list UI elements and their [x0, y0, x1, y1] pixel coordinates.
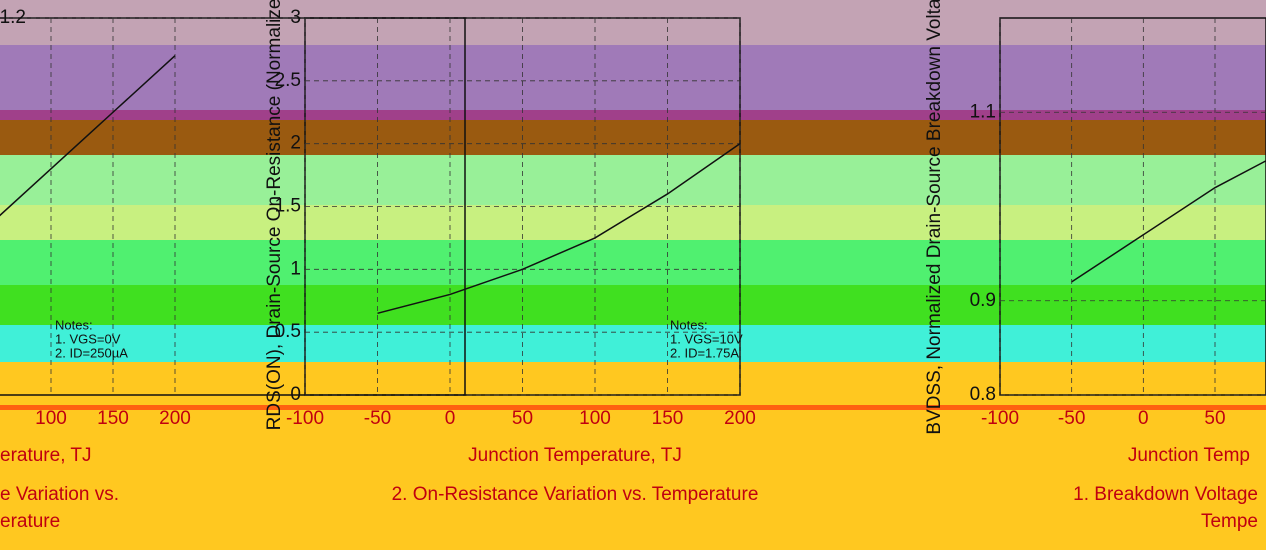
x-tick-label: -50	[1058, 408, 1085, 429]
x-tick-label: -100	[981, 408, 1019, 429]
x-tick-label: 100	[579, 408, 611, 429]
y-axis-label: RDS(ON), Drain-Source On-Resistance (Nor…	[264, 0, 285, 430]
x-tick-label: 200	[724, 408, 756, 429]
chart-title: erature	[0, 511, 60, 532]
x-tick-label: 150	[652, 408, 684, 429]
note: 2. ID=250µA	[55, 345, 128, 360]
y-tick-label: 3	[290, 7, 301, 28]
x-axis-label: erature, TJ	[0, 445, 92, 466]
x-tick-label: 150	[97, 408, 129, 429]
x-axis-label: Junction Temperature, TJ	[468, 445, 682, 466]
screenshot: 1.2100150200erature, TJe Variation vs.er…	[0, 0, 1266, 550]
note: 2. ID=1.75A	[670, 345, 739, 360]
x-tick-label: 200	[159, 408, 191, 429]
x-axis-label: Junction Temp	[1128, 445, 1250, 466]
x-tick-label: -50	[364, 408, 391, 429]
background-bands	[0, 0, 1266, 550]
y-axis-label: BVDSS, Normalized Drain-Source Breakdown…	[924, 0, 945, 435]
note: Notes:	[670, 317, 708, 332]
y-tick-label: 0	[290, 384, 301, 405]
y-tick-label: 1.1	[970, 101, 996, 122]
x-tick-label: 50	[512, 408, 533, 429]
y-tick-label: 1.2	[0, 7, 26, 28]
chart-title: e Variation vs.	[0, 484, 119, 505]
y-tick-label: 1	[290, 258, 301, 279]
chart-title: 1. Breakdown Voltage	[1073, 484, 1258, 505]
note: Notes:	[55, 317, 93, 332]
chart-title: Tempe	[1201, 511, 1258, 532]
y-tick-label: 0.8	[970, 384, 996, 405]
y-tick-label: 0.9	[970, 290, 996, 311]
note: 1. VGS=10V	[670, 331, 743, 346]
x-tick-label: 0	[445, 408, 456, 429]
x-tick-label: -100	[286, 408, 324, 429]
x-tick-label: 100	[35, 408, 67, 429]
x-tick-label: 50	[1204, 408, 1225, 429]
y-tick-label: 2	[290, 133, 301, 154]
note: 1. VGS=0V	[55, 331, 121, 346]
x-tick-label: 0	[1138, 408, 1149, 429]
chart-title: 2. On-Resistance Variation vs. Temperatu…	[392, 484, 759, 505]
